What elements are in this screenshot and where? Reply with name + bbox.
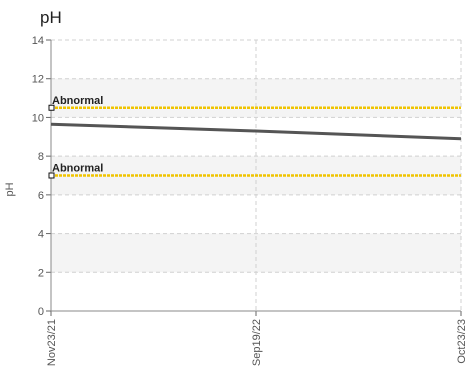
series-lines xyxy=(50,122,462,141)
y-tick-label: 14 xyxy=(32,35,44,47)
reference-marker-1 xyxy=(48,172,55,179)
y-tick-label: 10 xyxy=(32,112,44,124)
y-tick-label: 6 xyxy=(38,190,44,202)
y-tick-label: 8 xyxy=(38,151,44,163)
reference-lines: Abnormal Abnormal xyxy=(48,95,461,179)
y-tick-label: 0 xyxy=(38,306,44,318)
reference-label-1: Abnormal xyxy=(52,163,103,175)
y-tick-label: 4 xyxy=(38,229,44,241)
tick-labels: 0 2 4 6 8 10 12 14 Nov23/21 Sep19/22 Oct23/23 pH xyxy=(4,35,468,366)
x-tick-label: Oct23/23 xyxy=(456,319,468,364)
x-tick-label: Sep19/22 xyxy=(251,319,263,366)
series-line-0 xyxy=(50,122,462,141)
reference-label-0: Abnormal xyxy=(52,95,103,107)
y-axis-label: pH xyxy=(4,182,16,196)
chart-title: pH xyxy=(40,8,62,27)
y-tick-label: 2 xyxy=(38,267,44,279)
x-tick-label: Nov23/21 xyxy=(46,319,58,366)
reference-marker-0 xyxy=(48,104,55,111)
y-tick-label: 12 xyxy=(32,74,44,86)
